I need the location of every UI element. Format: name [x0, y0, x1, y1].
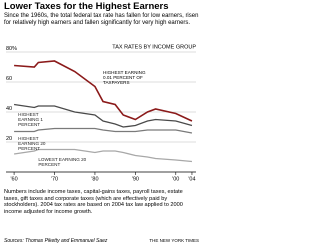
series-label: HIGHEST EARNING 20 PERCENT: [18, 135, 46, 152]
x-tick-label: '60: [10, 176, 17, 182]
chart-title: Lower Taxes for the Highest Earners: [4, 1, 169, 12]
series-line: [13, 148, 193, 163]
series-label: LOWEST EARNING 20 PERCENT: [38, 156, 87, 167]
legend-title: TAX RATES BY INCOME GROUP: [112, 44, 196, 50]
chart-subtitle: Since the 1960s, the total federal tax r…: [4, 13, 199, 26]
series-line: [13, 103, 193, 128]
series-line: [14, 127, 193, 134]
x-tick-label: '80: [91, 176, 98, 182]
chart: TAX RATES BY INCOME GROUP 80% 60 40 20 '60 '70…: [6, 44, 196, 182]
series-label: HIGHEST EARNING 1 PERCENT: [18, 111, 43, 128]
y-tick-label: 20: [6, 136, 12, 142]
y-tick-label: 80%: [6, 46, 17, 52]
series-label: HIGHEST EARNING 0.01 PERCENT OF TAXPAYER…: [103, 69, 146, 86]
y-tick-label: 60: [6, 76, 12, 82]
footnote: Numbers include income taxes, capital-ga…: [4, 189, 183, 215]
y-tick-label: 40: [6, 106, 12, 112]
source: Sources: Thomas Piketty and Emmanuel Sae…: [4, 238, 108, 244]
page: Lower Taxes for the Highest Earners Sinc…: [4, 1, 199, 244]
x-tick-label: '90: [132, 176, 139, 182]
series-line: [14, 60, 193, 122]
x-tick-label: '70: [51, 176, 58, 182]
x-tick-label: '04: [188, 176, 195, 182]
credit: THE NEW YORK TIMES: [149, 238, 199, 243]
x-tick-label: '00: [172, 176, 179, 182]
